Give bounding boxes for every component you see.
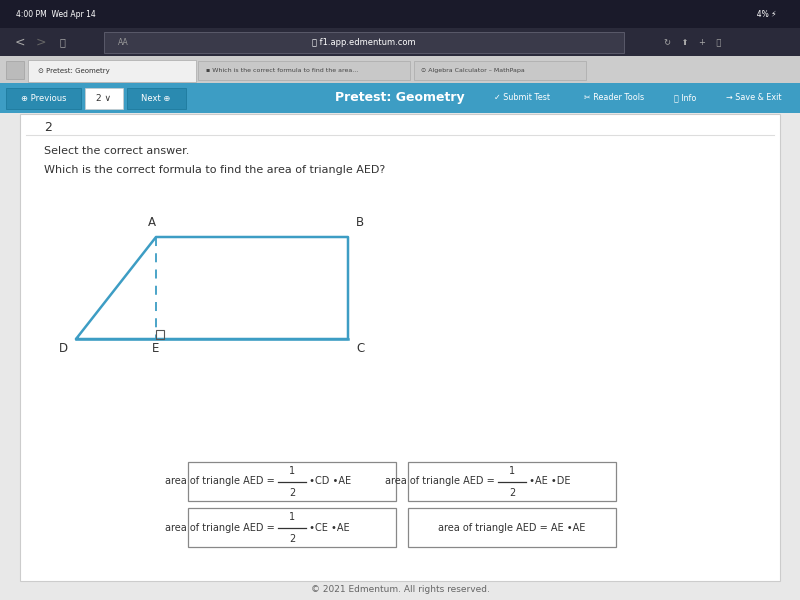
- Bar: [6, 88, 81, 109]
- Bar: [198, 61, 410, 80]
- Text: 2 ∨: 2 ∨: [97, 94, 111, 103]
- Text: ⓘ Info: ⓘ Info: [674, 93, 697, 102]
- Bar: [20, 114, 780, 581]
- Bar: [104, 32, 624, 53]
- Text: Select the correct answer.: Select the correct answer.: [44, 146, 190, 156]
- Text: A: A: [148, 216, 156, 229]
- Text: 4% ⚡: 4% ⚡: [751, 10, 776, 19]
- Bar: [0, 83, 800, 113]
- Text: 2: 2: [44, 121, 52, 134]
- Text: E: E: [152, 342, 160, 355]
- Bar: [0, 56, 800, 83]
- Bar: [414, 61, 586, 80]
- Text: ⊙ Pretest: Geometry: ⊙ Pretest: Geometry: [38, 68, 110, 74]
- Text: Pretest: Geometry: Pretest: Geometry: [335, 91, 465, 104]
- Text: area of triangle AED =: area of triangle AED =: [165, 523, 278, 533]
- Text: ⊙ Algebra Calculator – MathPapa: ⊙ Algebra Calculator – MathPapa: [421, 68, 525, 73]
- Bar: [156, 330, 164, 339]
- Text: ⎕: ⎕: [60, 37, 66, 47]
- Bar: [188, 508, 396, 547]
- Text: © 2021 Edmentum. All rights reserved.: © 2021 Edmentum. All rights reserved.: [310, 584, 490, 594]
- Text: 1: 1: [289, 466, 295, 475]
- Text: >: >: [36, 35, 46, 49]
- Text: area of triangle AED = AE •AE: area of triangle AED = AE •AE: [438, 523, 586, 533]
- Text: → Save & Exit: → Save & Exit: [726, 93, 781, 102]
- Text: 1: 1: [509, 466, 515, 475]
- Text: ▪ Which is the correct formula to find the area...: ▪ Which is the correct formula to find t…: [206, 68, 358, 73]
- Text: 🔒 f1.app.edmentum.com: 🔒 f1.app.edmentum.com: [312, 38, 416, 47]
- Text: 1: 1: [289, 512, 295, 521]
- Text: 4:00 PM  Wed Apr 14: 4:00 PM Wed Apr 14: [16, 10, 96, 19]
- Text: 2: 2: [509, 487, 515, 497]
- Text: •CE •AE: •CE •AE: [306, 523, 350, 533]
- Text: C: C: [356, 342, 364, 355]
- Text: •AE •DE: •AE •DE: [526, 476, 571, 487]
- Text: ↻    ⬆    +    ⧉: ↻ ⬆ + ⧉: [664, 37, 722, 46]
- Text: 2: 2: [289, 534, 295, 544]
- Text: Which is the correct formula to find the area of triangle AED?: Which is the correct formula to find the…: [44, 166, 386, 175]
- Bar: [408, 462, 616, 501]
- Text: ✓ Submit Test: ✓ Submit Test: [494, 93, 550, 102]
- Bar: [127, 88, 186, 109]
- Text: <: <: [14, 35, 25, 49]
- Text: ⊕ Previous: ⊕ Previous: [22, 94, 66, 103]
- Bar: [0, 0, 800, 28]
- Text: area of triangle AED =: area of triangle AED =: [165, 476, 278, 487]
- Bar: [28, 60, 196, 82]
- Text: D: D: [59, 342, 68, 355]
- Text: ✂ Reader Tools: ✂ Reader Tools: [584, 93, 644, 102]
- Bar: [6, 61, 24, 79]
- Text: area of triangle AED =: area of triangle AED =: [385, 476, 498, 487]
- Text: •CD •AE: •CD •AE: [306, 476, 351, 487]
- Text: B: B: [356, 216, 364, 229]
- Text: AA: AA: [118, 38, 129, 47]
- Text: 2: 2: [289, 487, 295, 497]
- Text: Next ⊕: Next ⊕: [142, 94, 170, 103]
- Bar: [0, 28, 800, 56]
- Bar: [408, 508, 616, 547]
- Bar: [188, 462, 396, 501]
- Bar: [85, 88, 123, 109]
